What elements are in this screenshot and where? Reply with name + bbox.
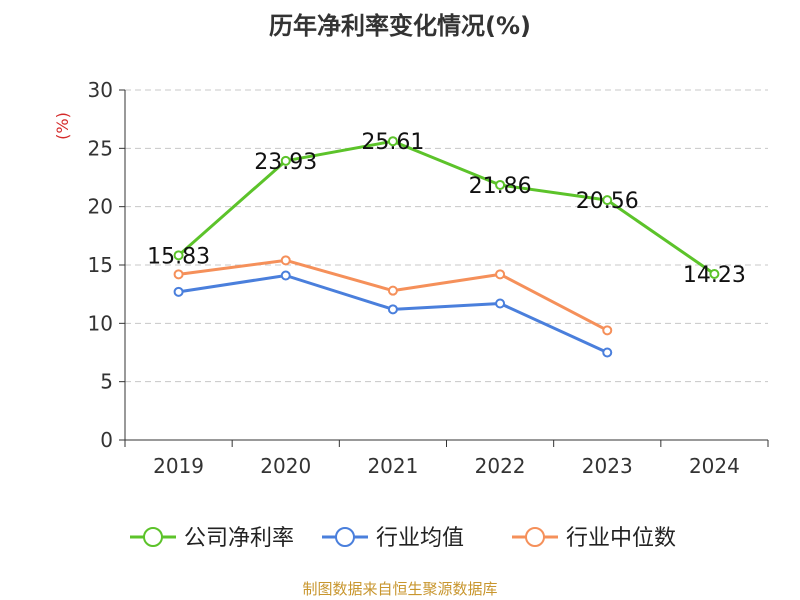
y-axis-label: (%) — [53, 112, 72, 140]
data-point — [495, 298, 506, 309]
data-point — [709, 268, 720, 279]
data-label: 25.61 — [361, 130, 424, 155]
data-point — [495, 269, 506, 280]
data-point — [387, 304, 398, 315]
data-point — [602, 195, 613, 206]
legend-label: 行业中位数 — [566, 526, 676, 551]
x-tick-label: 2021 — [367, 454, 418, 478]
series-line — [177, 139, 716, 276]
data-point — [173, 286, 184, 297]
data-point — [280, 270, 291, 281]
data-point — [173, 250, 184, 261]
x-tick-label: 2022 — [475, 454, 526, 478]
x-tick-label: 2024 — [689, 454, 740, 478]
data-point — [602, 347, 613, 358]
legend-marker — [143, 527, 163, 547]
data-point — [173, 269, 184, 280]
data-point — [280, 255, 291, 266]
y-tick-label: 25 — [88, 136, 113, 160]
data-label: 23.93 — [254, 150, 317, 175]
y-tick-label: 15 — [88, 253, 113, 277]
y-tick-label: 5 — [100, 370, 113, 394]
data-point — [602, 325, 613, 336]
data-label: 15.83 — [147, 244, 210, 269]
source-note: 制图数据来自恒生聚源数据库 — [302, 580, 498, 598]
data-point — [387, 136, 398, 147]
y-tick-label: 10 — [88, 311, 113, 335]
data-label: 20.56 — [576, 189, 639, 214]
x-tick-label: 2023 — [582, 454, 633, 478]
y-tick-label: 0 — [100, 428, 113, 452]
x-tick-label: 2020 — [260, 454, 311, 478]
legend-marker — [525, 527, 545, 547]
data-point — [280, 155, 291, 166]
legend-marker — [335, 527, 355, 547]
data-point — [495, 179, 506, 190]
y-tick-label: 30 — [88, 78, 113, 102]
legend-label: 行业均值 — [376, 526, 464, 551]
x-tick-label: 2019 — [153, 454, 204, 478]
chart-title: 历年净利率变化情况(%) — [269, 12, 531, 40]
data-label: 21.86 — [469, 174, 532, 199]
legend-label: 公司净利率 — [184, 526, 294, 551]
data-label: 14.23 — [683, 263, 746, 288]
y-tick-label: 20 — [88, 195, 113, 219]
data-point — [387, 285, 398, 296]
